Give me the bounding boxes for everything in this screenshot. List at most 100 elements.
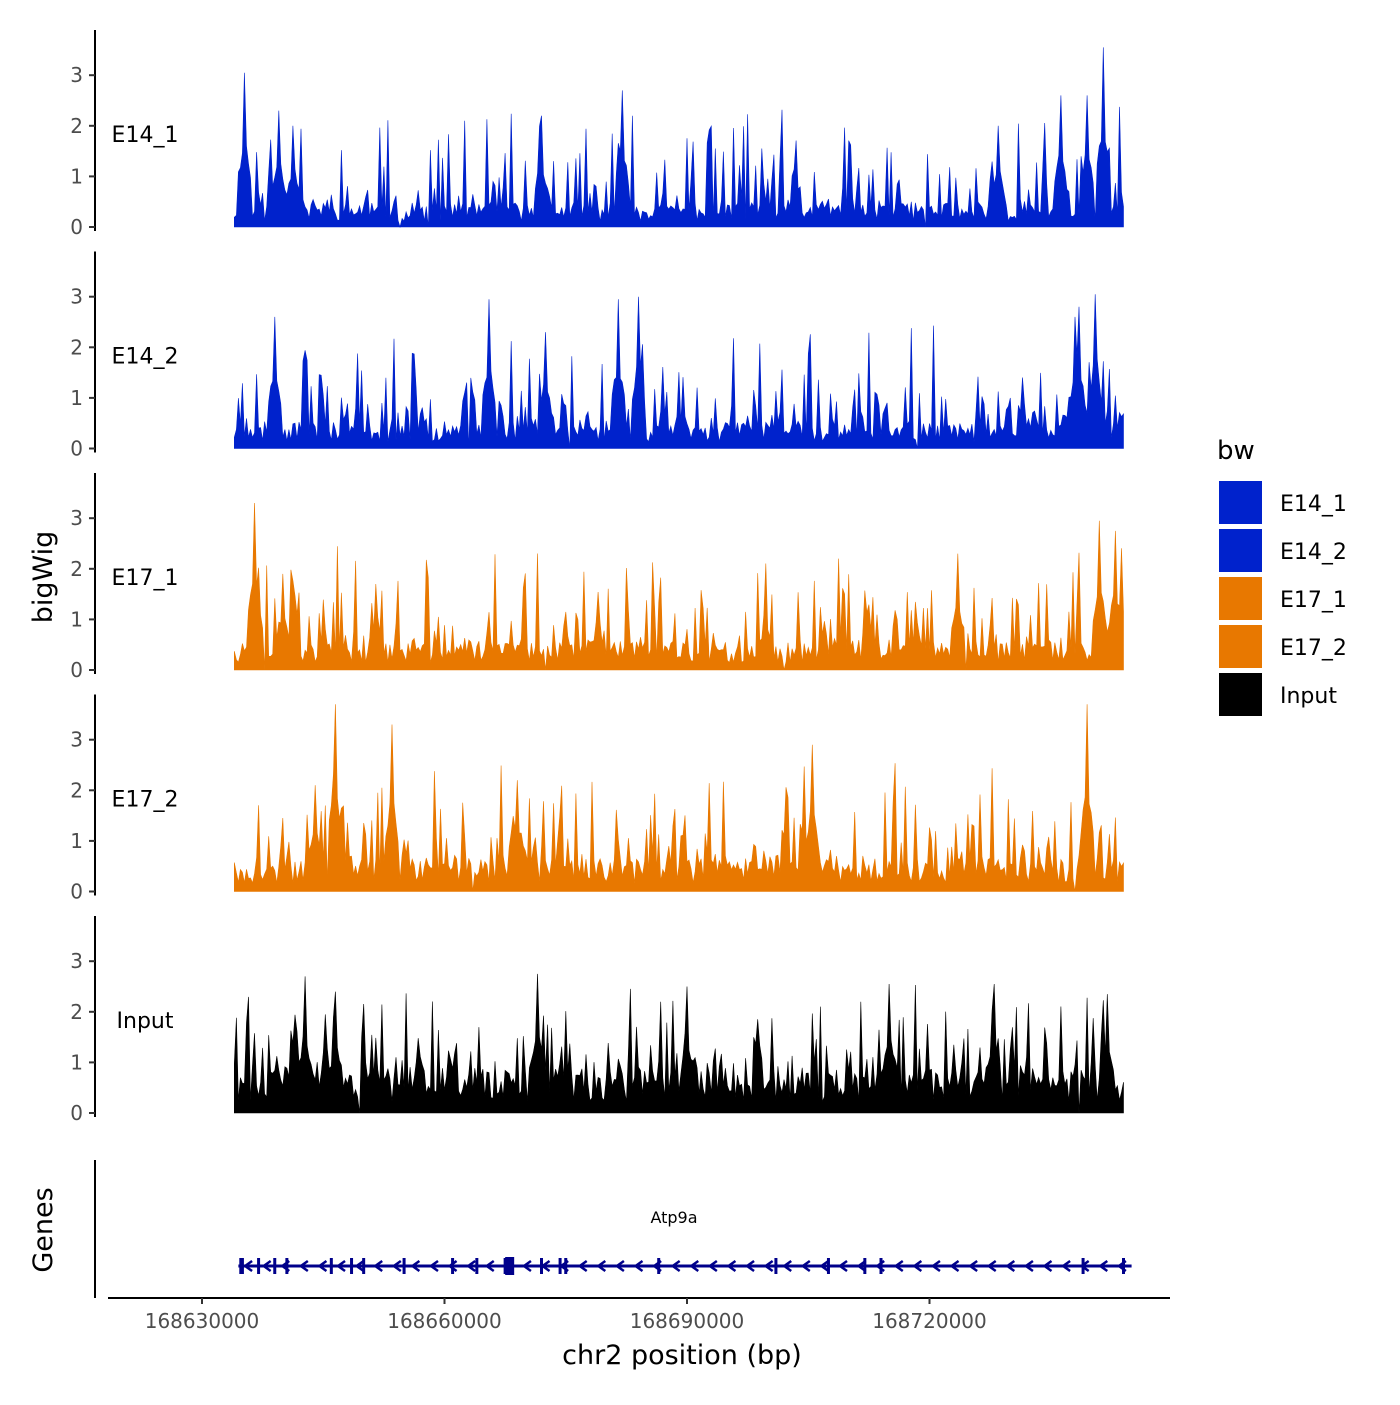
track-label: E14_2 bbox=[112, 345, 179, 370]
gene-exon bbox=[329, 1258, 333, 1274]
strand-arrow bbox=[354, 1259, 365, 1273]
track-e14-2: 0 1 2 3 E14_2 bbox=[70, 251, 1124, 461]
legend-item-e14-1: E14_1 bbox=[1217, 479, 1347, 526]
legend-swatch bbox=[1217, 623, 1264, 670]
track-e17-1: 0 1 2 3 E17_1 bbox=[70, 473, 1124, 682]
strand-arrow bbox=[280, 1259, 290, 1273]
y-tick-label: 3 bbox=[70, 63, 83, 87]
y-tick-label: 1 bbox=[70, 829, 83, 853]
strand-arrow bbox=[930, 1259, 941, 1273]
strand-arrow bbox=[893, 1259, 904, 1273]
legend-swatch bbox=[1217, 575, 1264, 622]
strand-arrow bbox=[651, 1259, 662, 1273]
y-tick-label: 3 bbox=[70, 728, 83, 752]
y-tick-label: 1 bbox=[70, 607, 83, 631]
strand-arrow bbox=[540, 1259, 551, 1273]
legend-item-e17-1: E17_1 bbox=[1217, 575, 1347, 622]
strand-arrow bbox=[819, 1259, 830, 1273]
gene-exon bbox=[774, 1258, 778, 1274]
strand-arrow bbox=[335, 1259, 346, 1273]
legend-swatch bbox=[1217, 527, 1264, 574]
gene-name-label: Atp9a bbox=[650, 1208, 697, 1227]
gene-exon bbox=[257, 1258, 261, 1274]
strand-arrow bbox=[466, 1259, 476, 1273]
legend-label: Input bbox=[1280, 684, 1337, 709]
strand-arrow bbox=[1005, 1259, 1016, 1273]
strand-arrow bbox=[949, 1259, 960, 1273]
coverage-tracks: 0 1 2 3 E14_1 0 1 2 3 E14_2 0 1 2 3 E17_1 0 1 2 3 E17_2 0 1 2 3… bbox=[70, 30, 1124, 1125]
strand-arrow bbox=[689, 1259, 700, 1273]
gene-exon bbox=[362, 1258, 366, 1274]
strand-arrow bbox=[967, 1259, 978, 1273]
strand-arrow bbox=[1116, 1259, 1127, 1273]
y-tick-label: 1 bbox=[70, 386, 83, 410]
legend-swatch bbox=[1217, 671, 1264, 718]
y-tick-label: 3 bbox=[70, 506, 83, 530]
strand-arrow bbox=[1060, 1259, 1071, 1273]
legend-label: E17_1 bbox=[1280, 588, 1347, 613]
track-e14-1: 0 1 2 3 E14_1 bbox=[70, 30, 1124, 239]
track-input: 0 1 2 3 Input bbox=[70, 916, 1124, 1125]
signal-area-e17-2 bbox=[234, 704, 1124, 892]
y-tick-label: 3 bbox=[70, 949, 83, 973]
signal-area-input bbox=[234, 973, 1124, 1114]
signal-area-e17-1 bbox=[234, 502, 1124, 671]
strand-arrow bbox=[986, 1259, 997, 1273]
y-tick-label: 2 bbox=[70, 1000, 83, 1024]
y-tick-label: 1 bbox=[70, 1050, 83, 1074]
gene-exon bbox=[505, 1257, 515, 1275]
strand-arrow bbox=[484, 1259, 495, 1273]
strand-arrow bbox=[242, 1259, 253, 1273]
strand-arrow bbox=[670, 1259, 681, 1273]
x-tick-label: 168690000 bbox=[630, 1309, 745, 1333]
strand-arrow bbox=[577, 1259, 588, 1273]
strand-arrow bbox=[763, 1259, 774, 1273]
y-tick-label: 0 bbox=[70, 658, 83, 682]
gene-panel: Genes Atp9a bbox=[28, 1160, 1132, 1298]
strand-arrow bbox=[875, 1259, 885, 1273]
strand-arrow bbox=[726, 1259, 737, 1273]
strand-arrow bbox=[298, 1259, 309, 1273]
strand-arrow bbox=[428, 1259, 439, 1273]
x-tick-label: 168630000 bbox=[145, 1309, 260, 1333]
strand-arrow bbox=[503, 1259, 514, 1273]
strand-arrow bbox=[633, 1259, 644, 1273]
strand-arrow bbox=[317, 1259, 328, 1273]
gene-exon bbox=[239, 1258, 243, 1274]
y-tick-label: 3 bbox=[70, 285, 83, 309]
gene-exon bbox=[657, 1258, 661, 1274]
y-tick-label: 2 bbox=[70, 557, 83, 581]
y-axis-title: bigWig bbox=[28, 531, 59, 624]
gene-exon bbox=[475, 1258, 479, 1274]
x-axis: 168630000 168660000 168690000 168720000 bbox=[108, 1297, 1170, 1333]
strand-arrow bbox=[614, 1259, 625, 1273]
strand-arrow bbox=[261, 1259, 272, 1273]
strand-arrow bbox=[596, 1259, 607, 1273]
gene-track-label: Genes bbox=[28, 1187, 59, 1272]
gene-exon bbox=[826, 1258, 830, 1274]
strand-arrow bbox=[1023, 1259, 1034, 1273]
signal-area-e14-2 bbox=[234, 294, 1124, 449]
strand-arrow bbox=[1098, 1259, 1109, 1273]
strand-arrow bbox=[1079, 1259, 1090, 1273]
strand-arrow bbox=[1042, 1259, 1053, 1273]
strand-arrow bbox=[782, 1259, 792, 1273]
legend-title: bw bbox=[1217, 436, 1255, 466]
gene-exon bbox=[863, 1258, 867, 1274]
strand-arrow bbox=[447, 1259, 458, 1273]
y-tick-label: 2 bbox=[70, 778, 83, 802]
y-tick-label: 0 bbox=[70, 1101, 83, 1125]
track-label: Input bbox=[117, 1009, 174, 1034]
gene-exon bbox=[240, 1258, 244, 1274]
strand-arrow bbox=[521, 1259, 532, 1273]
x-tick-label: 168720000 bbox=[872, 1309, 987, 1333]
x-axis-title: chr2 position (bp) bbox=[562, 1340, 802, 1371]
legend: bw E14_1 E14_2 E17_1 E17_2 Input bbox=[1217, 436, 1347, 718]
legend-item-input: Input bbox=[1217, 671, 1337, 718]
legend-swatch bbox=[1217, 479, 1264, 526]
track-e17-2: 0 1 2 3 E17_2 bbox=[70, 694, 1124, 904]
strand-arrow bbox=[912, 1259, 923, 1273]
strand-arrow bbox=[391, 1259, 402, 1273]
